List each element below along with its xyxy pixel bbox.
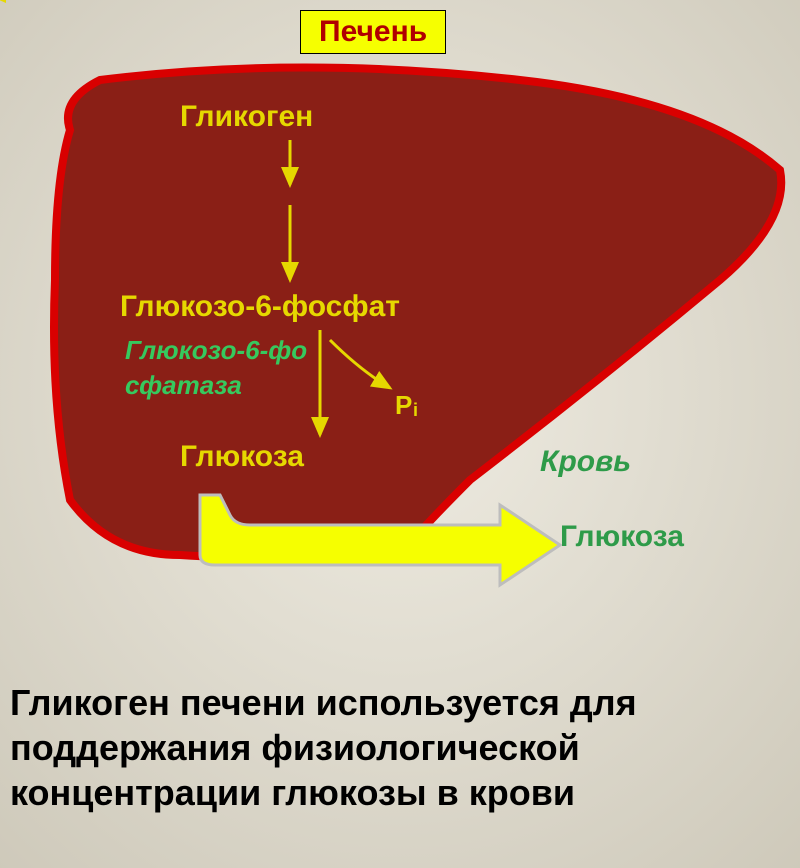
label-g6p: Глюкозо-6-фосфат bbox=[120, 290, 400, 324]
label-glycogen: Гликоген bbox=[180, 100, 313, 134]
caption-text: Гликоген печени используется для поддерж… bbox=[10, 680, 637, 815]
label-enzyme-line2: сфатаза bbox=[125, 370, 242, 401]
label-pi-p: P bbox=[395, 390, 412, 421]
label-pi-i: i bbox=[413, 400, 418, 421]
title-liver: Печень bbox=[300, 10, 446, 54]
label-blood: Кровь bbox=[540, 445, 631, 479]
label-enzyme-line1: Глюкозо-6-фо bbox=[125, 335, 307, 366]
title-text: Печень bbox=[319, 15, 427, 48]
diagram-stage: Печень Гликоген Глюкозо-6-фосфат Глюкозо… bbox=[0, 0, 800, 868]
label-glucose-inside: Глюкоза bbox=[180, 440, 304, 474]
label-glucose-blood: Глюкоза bbox=[560, 520, 684, 554]
